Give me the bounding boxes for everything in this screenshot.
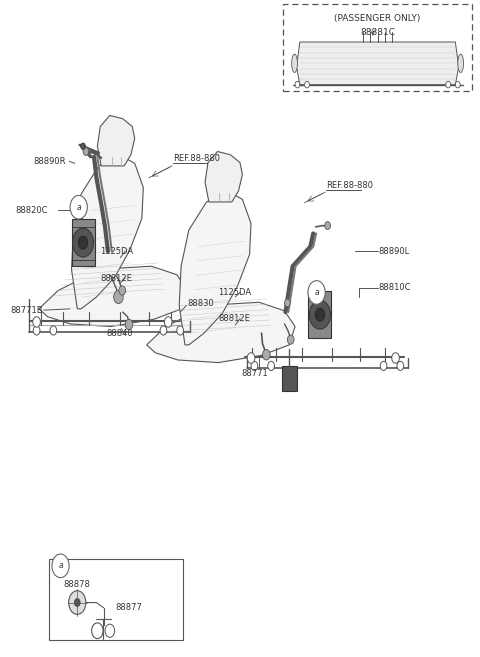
Circle shape xyxy=(446,81,451,88)
Bar xyxy=(283,4,472,91)
Bar xyxy=(309,291,331,338)
Text: 88812E: 88812E xyxy=(100,273,132,283)
Circle shape xyxy=(114,290,123,304)
Text: (PASSENGER ONLY): (PASSENGER ONLY) xyxy=(335,14,421,23)
Circle shape xyxy=(251,361,258,371)
Circle shape xyxy=(78,236,88,249)
Text: 88771B: 88771B xyxy=(10,306,43,315)
Circle shape xyxy=(33,317,40,327)
Bar xyxy=(48,559,182,640)
Circle shape xyxy=(263,350,270,360)
Circle shape xyxy=(52,554,69,578)
Polygon shape xyxy=(147,302,295,363)
Circle shape xyxy=(33,326,40,335)
Circle shape xyxy=(305,81,310,88)
Text: a: a xyxy=(58,561,63,570)
Polygon shape xyxy=(297,42,459,85)
Text: 88890L: 88890L xyxy=(379,246,410,256)
Polygon shape xyxy=(39,266,187,327)
Circle shape xyxy=(308,281,325,304)
Circle shape xyxy=(50,326,57,335)
Text: 88840: 88840 xyxy=(106,329,132,338)
Polygon shape xyxy=(205,152,242,202)
Text: a: a xyxy=(314,288,319,297)
Circle shape xyxy=(268,361,275,371)
Circle shape xyxy=(72,228,94,257)
Circle shape xyxy=(69,591,86,614)
Circle shape xyxy=(160,326,167,335)
Circle shape xyxy=(397,361,404,371)
Bar xyxy=(72,219,95,266)
Circle shape xyxy=(125,319,133,330)
Circle shape xyxy=(310,300,330,329)
Circle shape xyxy=(74,599,80,606)
Circle shape xyxy=(315,308,324,321)
Circle shape xyxy=(456,81,460,88)
Text: 1125DA: 1125DA xyxy=(218,288,252,297)
Text: 88820C: 88820C xyxy=(15,206,48,215)
Text: 88877: 88877 xyxy=(116,602,143,612)
Circle shape xyxy=(92,623,103,639)
Polygon shape xyxy=(97,116,135,166)
Text: 88810C: 88810C xyxy=(379,283,411,292)
Circle shape xyxy=(164,317,172,327)
Text: 88812E: 88812E xyxy=(218,314,251,323)
Ellipse shape xyxy=(292,54,298,72)
Text: 88878: 88878 xyxy=(63,579,90,589)
Circle shape xyxy=(392,353,399,363)
Text: 1125DA: 1125DA xyxy=(100,246,133,256)
Ellipse shape xyxy=(458,54,464,72)
Text: REF.88-880: REF.88-880 xyxy=(326,181,373,189)
Circle shape xyxy=(105,624,115,637)
Circle shape xyxy=(295,81,300,88)
Circle shape xyxy=(380,361,387,371)
Text: a: a xyxy=(76,203,81,212)
Circle shape xyxy=(177,326,183,335)
Circle shape xyxy=(119,286,126,295)
Polygon shape xyxy=(179,191,251,345)
Circle shape xyxy=(83,148,89,156)
Circle shape xyxy=(247,353,255,363)
Circle shape xyxy=(81,143,85,150)
Polygon shape xyxy=(72,155,144,309)
Text: 88890R: 88890R xyxy=(33,157,66,166)
Text: 88830: 88830 xyxy=(187,299,214,308)
Circle shape xyxy=(285,299,290,307)
Bar xyxy=(282,366,297,391)
Text: REF.88-880: REF.88-880 xyxy=(173,154,220,164)
Text: 88771: 88771 xyxy=(241,369,268,378)
Circle shape xyxy=(70,195,87,219)
Circle shape xyxy=(324,221,330,229)
Circle shape xyxy=(288,335,294,344)
Text: 88881C: 88881C xyxy=(360,28,395,37)
